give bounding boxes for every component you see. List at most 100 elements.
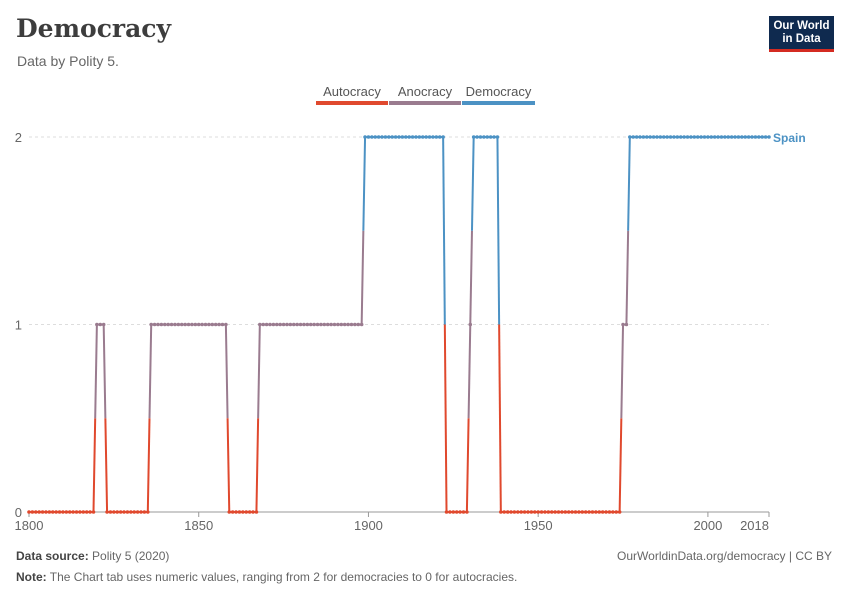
data-point	[519, 510, 524, 514]
data-point	[169, 322, 174, 327]
data-point	[499, 510, 503, 514]
data-point	[27, 510, 31, 514]
legend-swatch-democracy	[462, 101, 535, 105]
data-point	[410, 135, 415, 139]
data-point	[546, 510, 551, 514]
data-point	[763, 135, 768, 139]
data-point	[173, 322, 177, 327]
data-point	[451, 510, 456, 514]
data-point	[176, 322, 181, 327]
data-point	[193, 322, 198, 327]
data-point	[397, 135, 401, 139]
data-point	[359, 322, 364, 327]
data-point	[95, 322, 99, 327]
data-point	[434, 135, 439, 139]
data-point	[315, 322, 320, 327]
data-point	[580, 510, 585, 514]
data-point	[526, 510, 530, 514]
data-point	[431, 135, 435, 139]
data-point	[387, 135, 391, 139]
data-point	[336, 322, 340, 327]
note-text: The Chart tab uses numeric values, rangi…	[49, 570, 518, 584]
data-point	[414, 135, 418, 139]
data-point	[71, 510, 75, 514]
data-point	[366, 135, 371, 139]
data-point	[712, 135, 717, 139]
legend-label-democracy[interactable]: Democracy	[466, 84, 532, 99]
data-point	[454, 510, 459, 514]
data-point	[84, 510, 89, 514]
data-point	[207, 322, 211, 327]
data-point	[543, 510, 547, 514]
legend-label-autocracy[interactable]: Autocracy	[323, 84, 381, 99]
data-point	[285, 322, 289, 327]
chart-note: Note: The Chart tab uses numeric values,…	[16, 570, 517, 584]
data-point	[516, 510, 520, 514]
data-point	[74, 510, 79, 514]
data-point	[356, 322, 361, 327]
data-point	[312, 322, 316, 327]
source-value[interactable]: Polity 5 (2020)	[92, 549, 170, 563]
data-point	[281, 322, 286, 327]
data-point	[295, 322, 299, 327]
data-point	[648, 135, 652, 139]
data-point	[658, 135, 663, 139]
data-point	[604, 510, 608, 514]
line-segment	[618, 418, 623, 513]
series-label-spain[interactable]: Spain	[773, 131, 806, 145]
data-point	[329, 322, 333, 327]
data-point	[196, 322, 201, 327]
data-point	[64, 510, 69, 514]
data-point	[67, 510, 72, 514]
data-point	[149, 322, 154, 327]
data-point	[159, 322, 164, 327]
data-point	[370, 135, 374, 139]
data-point	[122, 510, 126, 514]
data-point	[417, 135, 422, 139]
line-segment	[224, 324, 229, 419]
y-tick-label: 2	[15, 130, 22, 145]
data-point	[678, 135, 683, 139]
source-label: Data source:	[16, 549, 89, 563]
line-segment	[362, 136, 367, 231]
data-point	[492, 135, 496, 139]
line-segment	[255, 418, 260, 513]
data-point	[200, 322, 204, 327]
data-point	[162, 322, 167, 327]
data-point	[44, 510, 48, 514]
data-point	[478, 135, 483, 139]
data-point	[692, 135, 697, 139]
data-point	[91, 510, 96, 514]
data-point	[573, 510, 578, 514]
data-point	[112, 510, 116, 514]
data-point	[587, 510, 591, 514]
source-url[interactable]: OurWorldinData.org/democracy | CC BY	[617, 549, 832, 563]
data-point	[142, 510, 147, 514]
data-point	[502, 510, 507, 514]
data-point	[729, 135, 734, 139]
data-point	[251, 510, 255, 514]
data-point	[441, 135, 445, 139]
data-point	[118, 510, 123, 514]
data-point	[230, 510, 235, 514]
data-point	[308, 322, 313, 327]
logo-line-2: in Data	[782, 32, 821, 45]
data-point	[509, 510, 513, 514]
data-point	[261, 322, 266, 327]
data-point	[583, 510, 588, 514]
data-point	[376, 135, 381, 139]
data-point	[166, 322, 170, 327]
data-point	[661, 135, 666, 139]
legend-label-anocracy[interactable]: Anocracy	[398, 84, 453, 99]
data-point	[424, 135, 428, 139]
data-point	[685, 135, 690, 139]
data-point	[271, 322, 276, 327]
line-segment	[146, 418, 151, 513]
data-point	[108, 510, 113, 514]
data-point	[363, 135, 367, 139]
data-point	[577, 510, 581, 514]
data-point	[689, 135, 693, 139]
data-point	[305, 322, 310, 327]
owid-logo[interactable]: Our World in Data	[769, 16, 834, 52]
data-point	[383, 135, 388, 139]
